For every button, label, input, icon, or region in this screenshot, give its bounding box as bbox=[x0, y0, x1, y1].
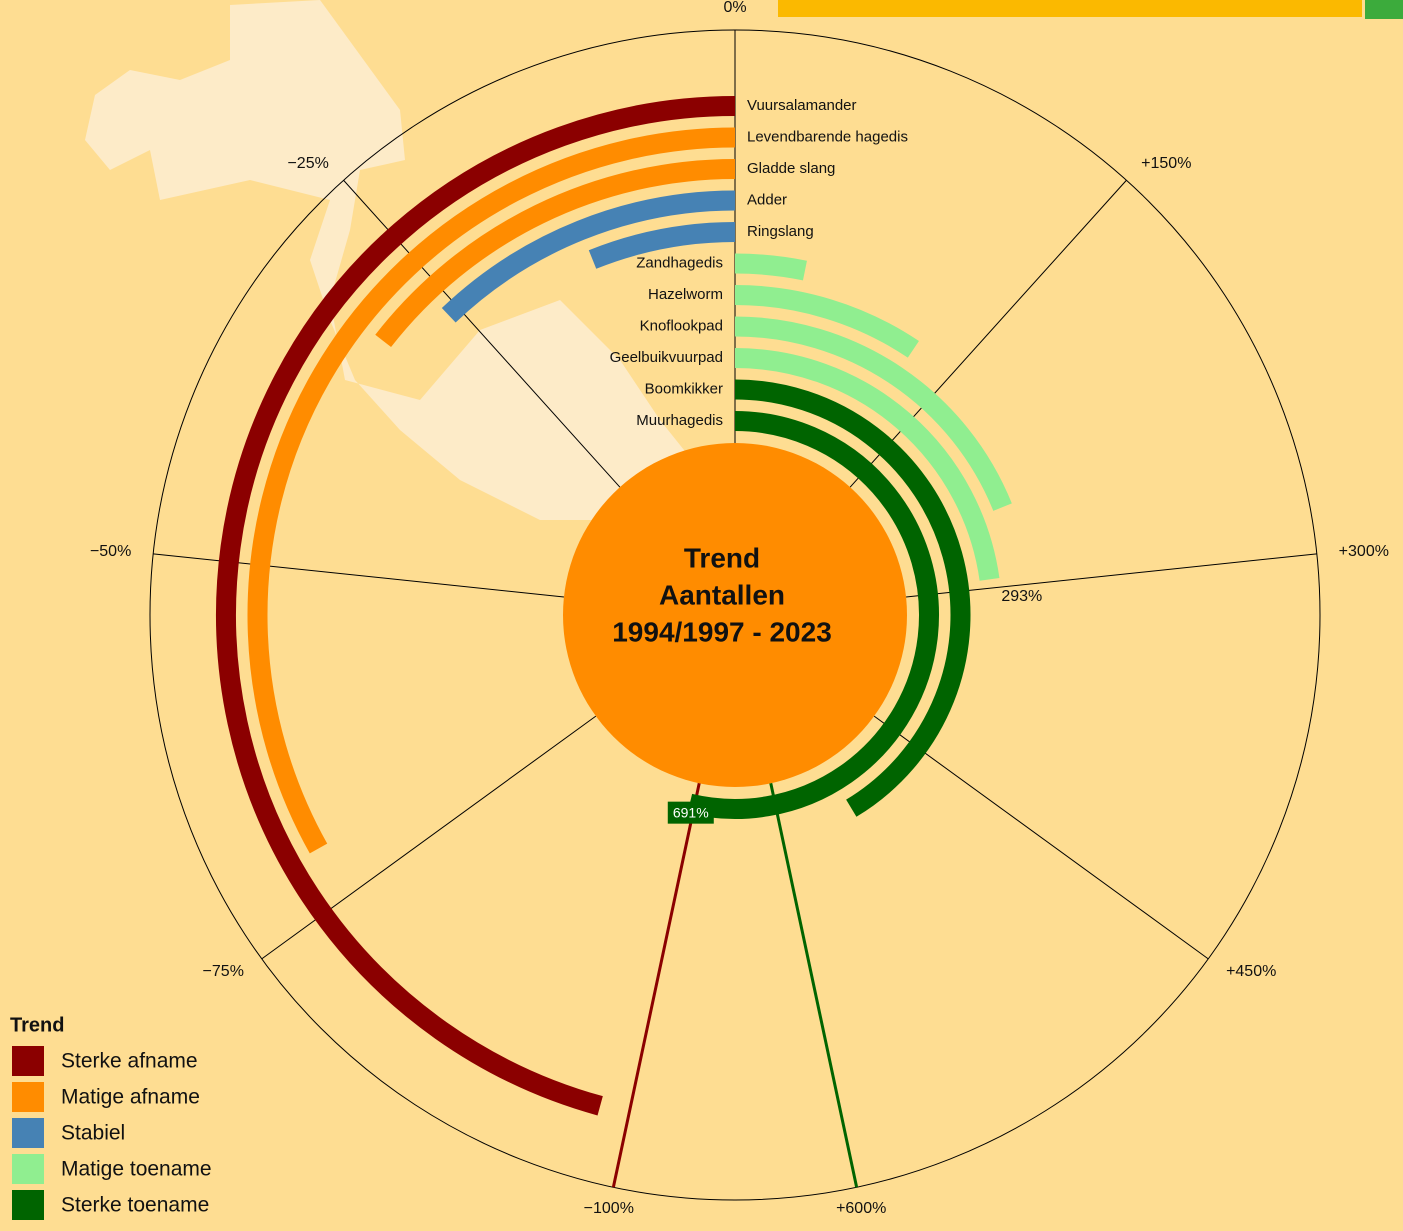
tick-label: 0% bbox=[723, 0, 746, 16]
category-label: Zandhagedis bbox=[636, 254, 723, 271]
value-label: 293% bbox=[1001, 588, 1042, 605]
category-label: Muurhagedis bbox=[636, 412, 723, 429]
top-bar bbox=[778, 0, 1362, 17]
center-title: Trend bbox=[684, 542, 760, 573]
category-label: Vuursalamander bbox=[747, 97, 857, 114]
center-title: Aantallen bbox=[659, 579, 785, 610]
legend-label: Stabiel bbox=[61, 1122, 125, 1145]
chart: Trend 0% −25% −50% −75% −100% +150% +300% +450%… bbox=[0, 0, 1403, 1231]
tick-label: +600% bbox=[836, 1200, 886, 1217]
category-label: Adder bbox=[747, 191, 787, 208]
legend-swatch bbox=[12, 1046, 44, 1076]
category-label: Hazelworm bbox=[648, 286, 723, 303]
tick-label: −100% bbox=[584, 1200, 634, 1217]
center-circle bbox=[563, 443, 907, 787]
legend-label: Matige toename bbox=[61, 1158, 212, 1181]
tick-label: −25% bbox=[287, 155, 328, 172]
tick-label: +150% bbox=[1141, 155, 1191, 172]
category-label: Geelbuikvuurpad bbox=[610, 349, 723, 366]
tick-label: −75% bbox=[203, 963, 244, 980]
center-title: 1994/1997 - 2023 bbox=[612, 616, 832, 647]
category-label: Gladde slang bbox=[747, 160, 835, 177]
legend-label: Matige afname bbox=[61, 1086, 200, 1109]
bar bbox=[735, 264, 805, 271]
legend-swatch bbox=[12, 1082, 44, 1112]
tick-label: +450% bbox=[1226, 963, 1276, 980]
value-label: 691% bbox=[673, 804, 709, 820]
category-label: Ringslang bbox=[747, 223, 814, 240]
legend-swatch bbox=[12, 1118, 44, 1148]
legend-label: Sterke toename bbox=[61, 1194, 209, 1217]
spoke bbox=[771, 783, 857, 1187]
spoke bbox=[613, 783, 699, 1187]
tick-label: −50% bbox=[90, 543, 131, 560]
category-label: Boomkikker bbox=[645, 380, 723, 397]
legend-swatch bbox=[12, 1190, 44, 1220]
legend-title: Trend bbox=[10, 1014, 64, 1036]
legend-swatch bbox=[12, 1154, 44, 1184]
category-label: Knoflookpad bbox=[640, 317, 723, 334]
top-square bbox=[1365, 0, 1403, 19]
legend-label: Sterke afname bbox=[61, 1050, 198, 1073]
tick-label: +300% bbox=[1339, 543, 1389, 560]
spoke bbox=[153, 554, 564, 597]
category-label: Levendbarende hagedis bbox=[747, 128, 908, 145]
